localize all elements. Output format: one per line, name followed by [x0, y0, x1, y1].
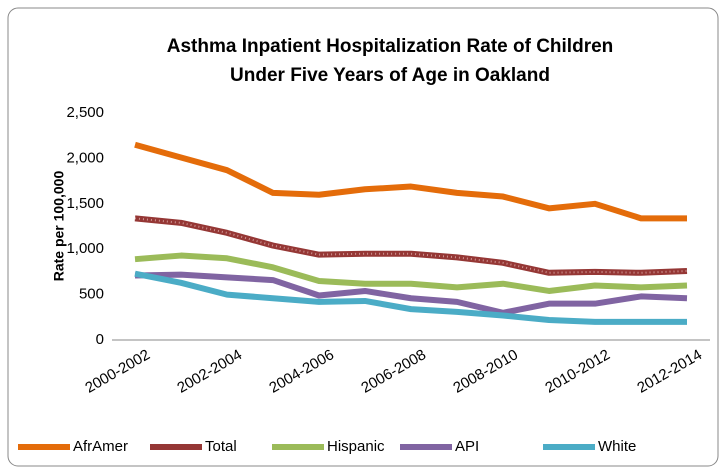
- y-tick-label: 1,000: [66, 240, 104, 257]
- series-line: [134, 270, 687, 325]
- series-line: [134, 271, 688, 316]
- y-tick-label: 2,500: [66, 104, 104, 121]
- y-axis-label: Rate per 100,000: [51, 171, 67, 282]
- legend-label: Total: [205, 438, 237, 455]
- y-tick-label: 1,500: [66, 195, 104, 212]
- series-line: [134, 141, 687, 222]
- chart-title: Under Five Years of Age in Oakland: [230, 65, 550, 86]
- legend-label: Hispanic: [327, 438, 385, 455]
- legend-label: White: [598, 438, 636, 455]
- chart-title: Asthma Inpatient Hospitalization Rate of…: [167, 36, 614, 57]
- series-line: [134, 252, 688, 294]
- y-tick-label: 500: [79, 286, 104, 303]
- chart-border: [7, 7, 719, 467]
- y-tick-label: 2,000: [66, 149, 104, 166]
- legend-label: AfrAmer: [73, 438, 128, 455]
- y-tick-label: 0: [96, 331, 104, 348]
- legend-label: API: [455, 438, 479, 455]
- series-line: [134, 215, 688, 276]
